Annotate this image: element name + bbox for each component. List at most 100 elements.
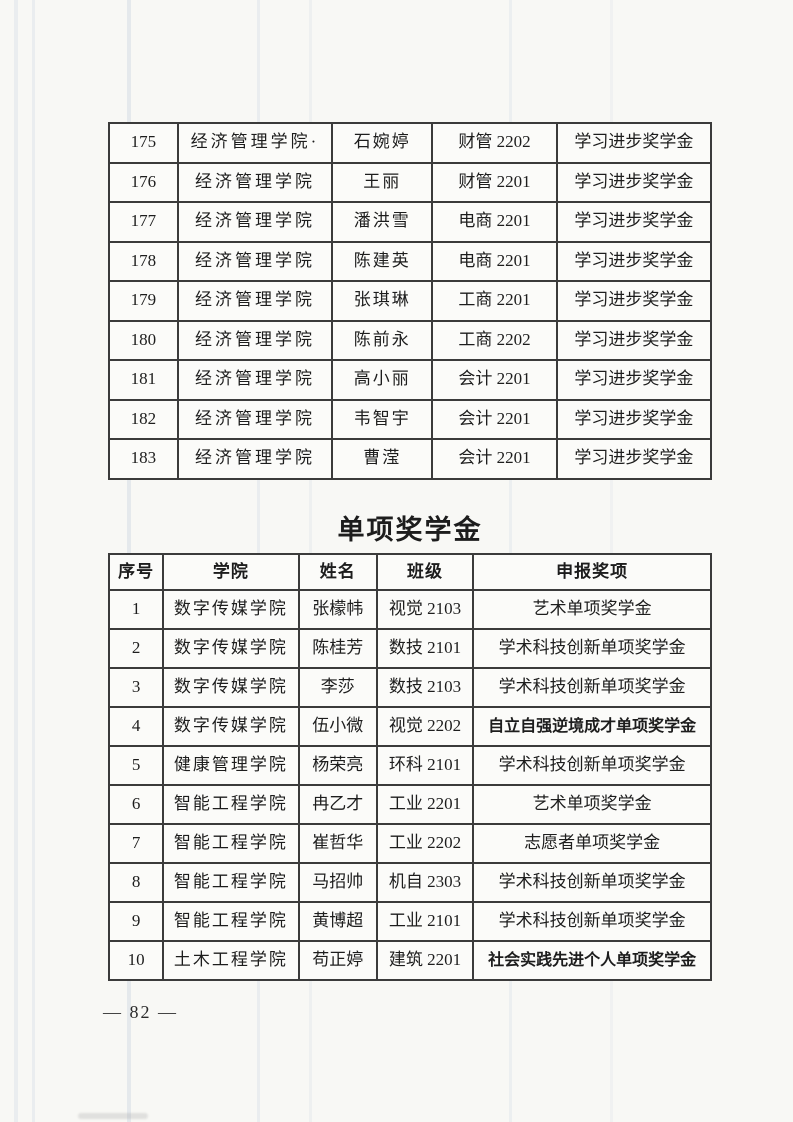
table-row: 183 经济管理学院 曹滢 会计 2201 学习进步奖学金 [108, 438, 713, 480]
cell-award: 学习进步奖学金 [555, 438, 713, 480]
cell-name: 陈前永 [331, 319, 434, 361]
table-row: 3 数字传媒学院 李莎 数技 2103 学术科技创新单项奖学金 [107, 667, 712, 708]
cell-no: 182 [108, 398, 179, 440]
cell-college: 经济管理学院 [176, 398, 334, 440]
table-row: 180 经济管理学院 陈前永 工商 2202 学习进步奖学金 [108, 319, 713, 361]
cell-class: 工业 2201 [375, 784, 475, 825]
cell-college: 智能工程学院 [162, 784, 300, 825]
cell-award: 学术科技创新单项奖学金 [472, 628, 712, 669]
cell-award: 学习进步奖学金 [555, 280, 713, 322]
cell-award: 艺术单项奖学金 [472, 784, 712, 825]
cell-award: 学习进步奖学金 [555, 122, 713, 164]
cell-name: 陈桂芳 [297, 628, 378, 669]
table-row: 176 经济管理学院 王丽 财管 2201 学习进步奖学金 [108, 161, 713, 203]
cell-name: 高小丽 [331, 359, 434, 401]
cell-class: 会计 2201 [431, 438, 558, 480]
cell-name: 杨荣亮 [297, 745, 378, 786]
table-row: 5 健康管理学院 杨荣亮 环科 2101 学术科技创新单项奖学金 [107, 745, 712, 786]
cell-name: 石婉婷 [331, 122, 434, 164]
cell-award: 社会实践先进个人单项奖学金 [472, 940, 712, 981]
header-name: 姓名 [297, 553, 378, 591]
cell-award: 学术科技创新单项奖学金 [472, 901, 712, 942]
cell-class: 视觉 2202 [375, 706, 475, 747]
cell-class: 环科 2101 [375, 745, 475, 786]
table-row: 2 数字传媒学院 陈桂芳 数技 2101 学术科技创新单项奖学金 [107, 628, 712, 669]
table-row: 10 土木工程学院 苟正婷 建筑 2201 社会实践先进个人单项奖学金 [107, 940, 712, 981]
cell-no: 179 [108, 280, 179, 322]
cell-college: 经济管理学院 [176, 438, 334, 480]
scan-smudge [78, 1113, 148, 1119]
cell-no: 3 [107, 667, 165, 708]
cell-no: 2 [107, 628, 165, 669]
cell-award: 志愿者单项奖学金 [472, 823, 712, 864]
header-no: 序号 [107, 553, 165, 591]
cell-class: 电商 2201 [431, 201, 558, 243]
table-row: 1 数字传媒学院 张檬帏 视觉 2103 艺术单项奖学金 [107, 589, 712, 630]
cell-college: 智能工程学院 [162, 901, 300, 942]
cell-award: 学习进步奖学金 [555, 359, 713, 401]
cell-college: 经济管理学院· [176, 122, 334, 164]
single-item-scholarship-table: 序号 学院 姓名 班级 申报奖项 1 数字传媒学院 张檬帏 视觉 2103 艺术… [107, 553, 712, 981]
cell-no: 5 [107, 745, 165, 786]
cell-college: 经济管理学院 [176, 161, 334, 203]
cell-no: 180 [108, 319, 179, 361]
cell-no: 176 [108, 161, 179, 203]
cell-college: 数字传媒学院 [162, 628, 300, 669]
cell-no: 178 [108, 240, 179, 282]
cell-no: 4 [107, 706, 165, 747]
header-college: 学院 [162, 553, 300, 591]
table-row: 181 经济管理学院 高小丽 会计 2201 学习进步奖学金 [108, 359, 713, 401]
cell-college: 智能工程学院 [162, 823, 300, 864]
scan-streak [32, 0, 35, 1122]
cell-college: 土木工程学院 [162, 940, 300, 981]
cell-name: 陈建英 [331, 240, 434, 282]
cell-no: 8 [107, 862, 165, 903]
cell-no: 175 [108, 122, 179, 164]
cell-class: 建筑 2201 [375, 940, 475, 981]
cell-award: 学术科技创新单项奖学金 [472, 745, 712, 786]
cell-award: 学习进步奖学金 [555, 398, 713, 440]
cell-no: 183 [108, 438, 179, 480]
cell-award: 学习进步奖学金 [555, 240, 713, 282]
cell-college: 健康管理学院 [162, 745, 300, 786]
section-title: 单项奖学金 [337, 515, 483, 545]
cell-name: 伍小微 [297, 706, 378, 747]
cell-award: 自立自强逆境成才单项奖学金 [472, 706, 712, 747]
cell-class: 会计 2201 [431, 359, 558, 401]
cell-class: 财管 2202 [431, 122, 558, 164]
cell-no: 10 [107, 940, 165, 981]
cell-class: 电商 2201 [431, 240, 558, 282]
table-row: 6 智能工程学院 冉乙才 工业 2201 艺术单项奖学金 [107, 784, 712, 825]
cell-college: 经济管理学院 [176, 201, 334, 243]
cell-class: 数技 2103 [375, 667, 475, 708]
cell-name: 潘洪雪 [331, 201, 434, 243]
cell-no: 6 [107, 784, 165, 825]
cell-class: 工商 2202 [431, 319, 558, 361]
table-row: 9 智能工程学院 黄博超 工业 2101 学术科技创新单项奖学金 [107, 901, 712, 942]
cell-no: 181 [108, 359, 179, 401]
header-class: 班级 [375, 553, 475, 591]
cell-no: 177 [108, 201, 179, 243]
table-row: 182 经济管理学院 韦智宇 会计 2201 学习进步奖学金 [108, 398, 713, 440]
cell-name: 李莎 [297, 667, 378, 708]
cell-college: 经济管理学院 [176, 240, 334, 282]
table-row: 4 数字传媒学院 伍小微 视觉 2202 自立自强逆境成才单项奖学金 [107, 706, 712, 747]
cell-class: 数技 2101 [375, 628, 475, 669]
cell-college: 数字传媒学院 [162, 667, 300, 708]
table-row: 7 智能工程学院 崔哲华 工业 2202 志愿者单项奖学金 [107, 823, 712, 864]
cell-college: 智能工程学院 [162, 862, 300, 903]
cell-college: 数字传媒学院 [162, 706, 300, 747]
scan-streak [14, 0, 18, 1122]
header-award: 申报奖项 [472, 553, 712, 591]
cell-no: 1 [107, 589, 165, 630]
cell-college: 经济管理学院 [176, 280, 334, 322]
cell-award: 艺术单项奖学金 [472, 589, 712, 630]
cell-award: 学习进步奖学金 [555, 319, 713, 361]
cell-name: 苟正婷 [297, 940, 378, 981]
cell-name: 冉乙才 [297, 784, 378, 825]
cell-name: 崔哲华 [297, 823, 378, 864]
cell-class: 视觉 2103 [375, 589, 475, 630]
cell-award: 学术科技创新单项奖学金 [472, 667, 712, 708]
table-row: 8 智能工程学院 马招帅 机自 2303 学术科技创新单项奖学金 [107, 862, 712, 903]
cell-class: 工业 2101 [375, 901, 475, 942]
